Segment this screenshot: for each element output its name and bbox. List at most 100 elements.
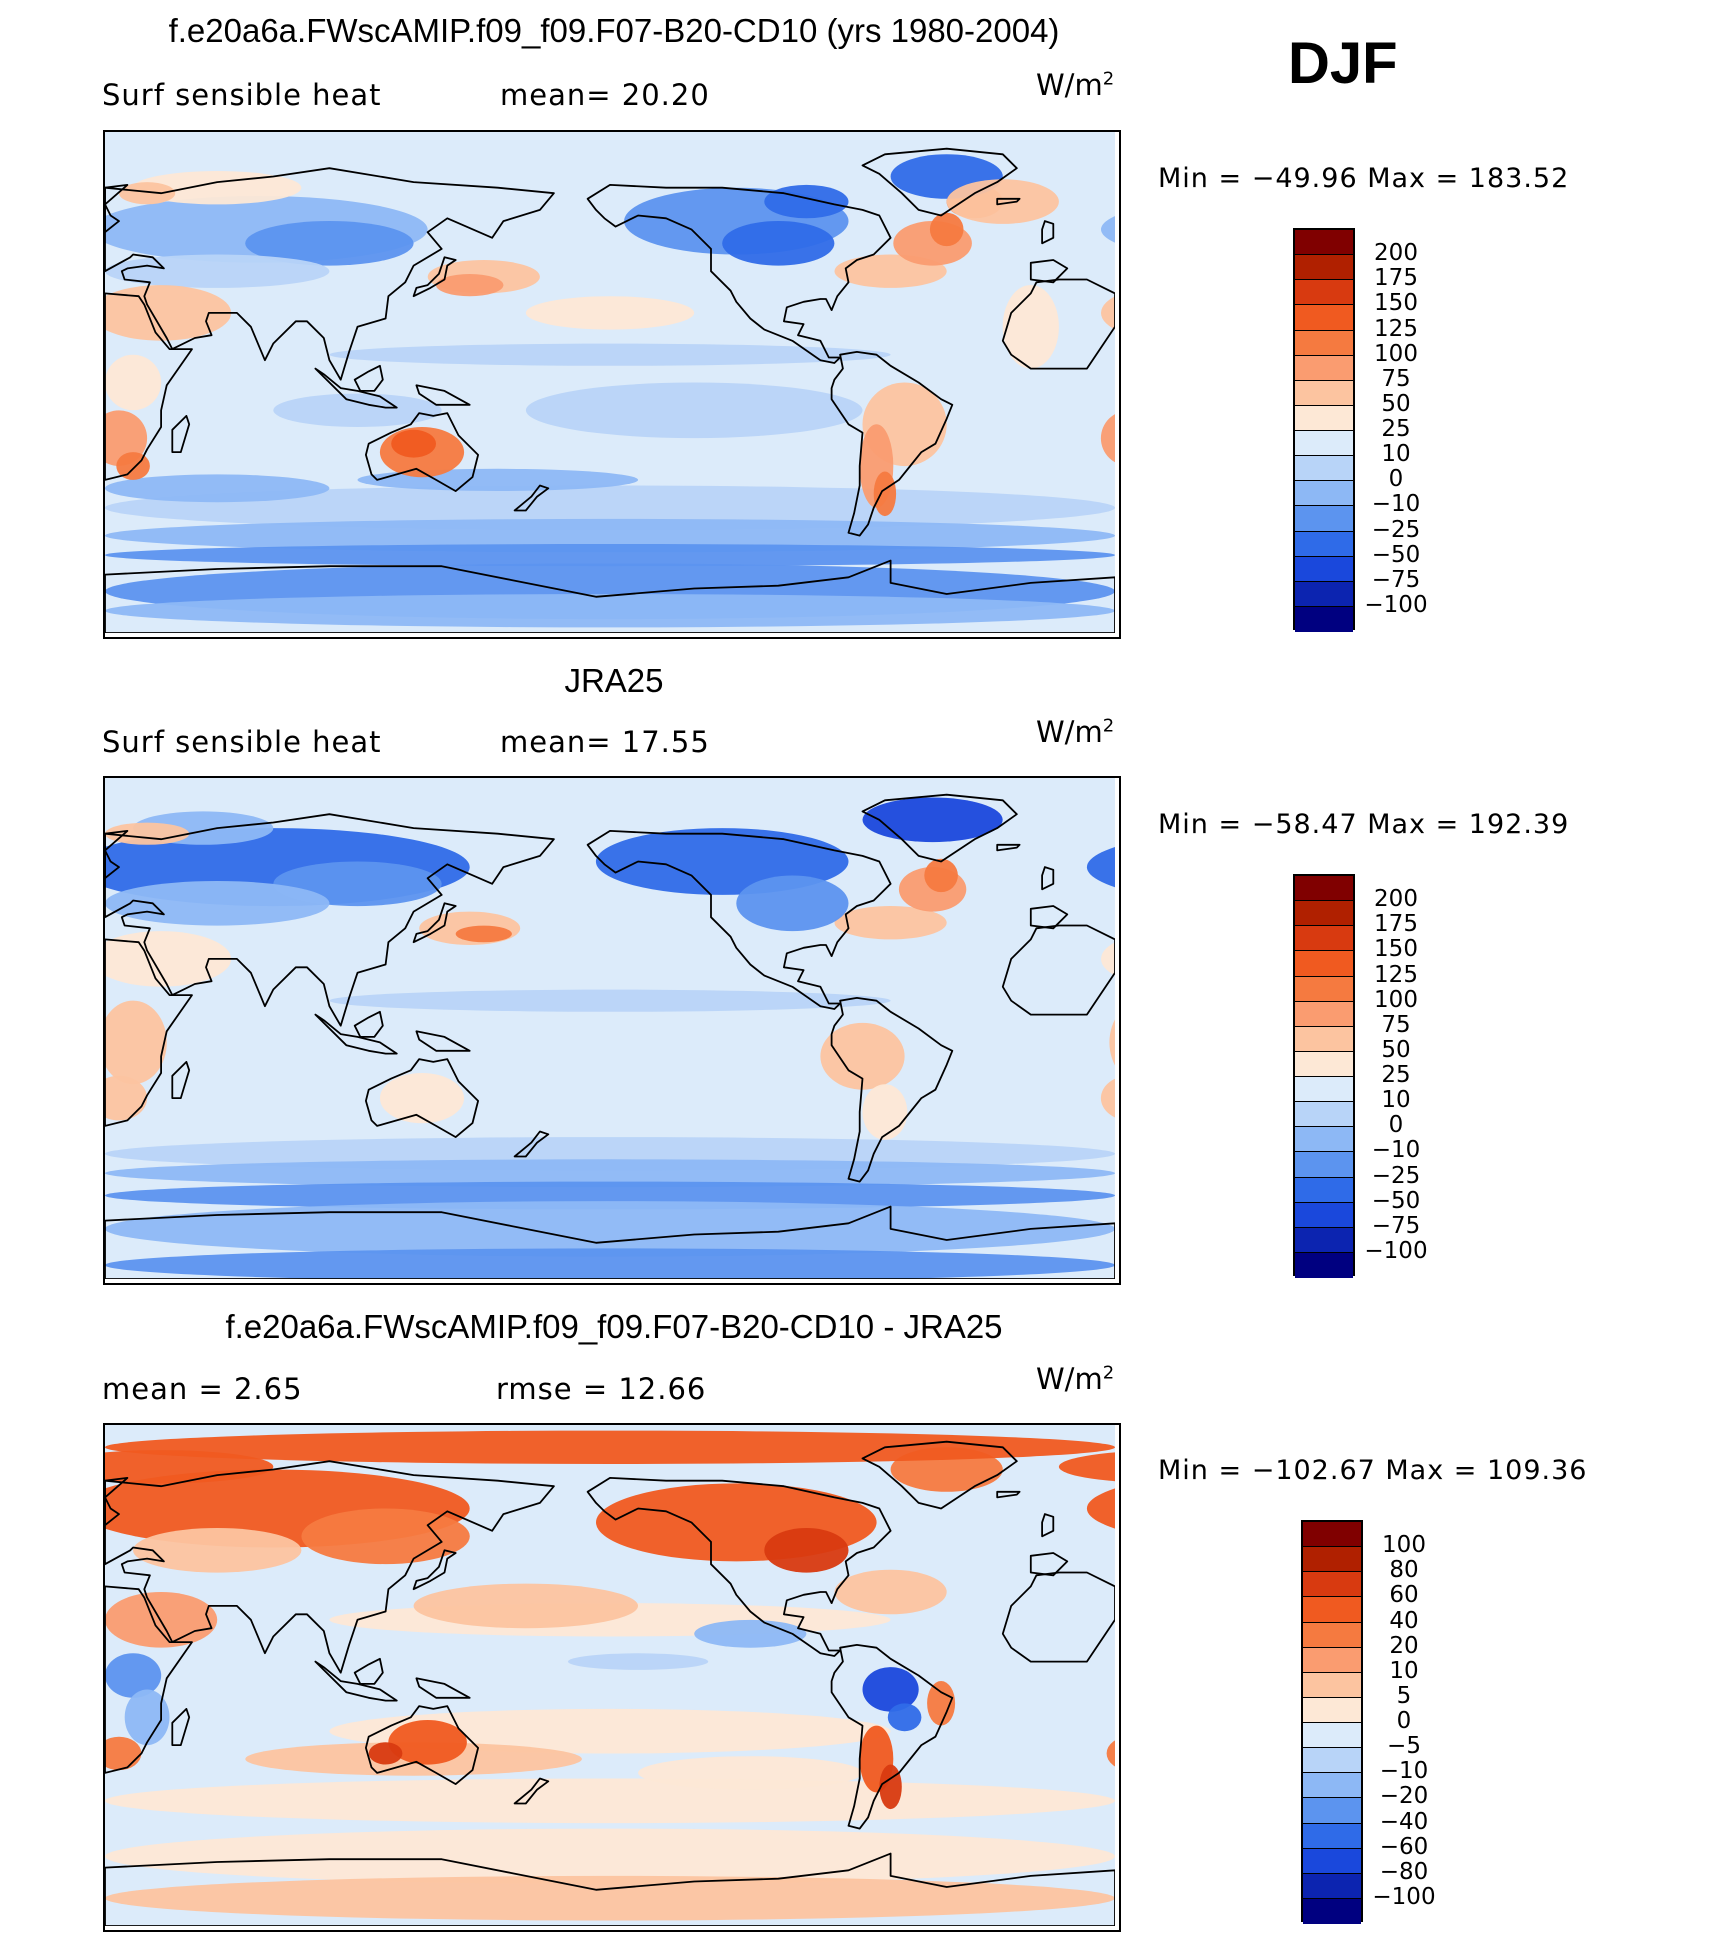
colorbar-segment (1295, 581, 1353, 607)
contour-region (105, 1075, 148, 1121)
contour-region (1101, 296, 1115, 330)
contour-region (105, 1000, 167, 1085)
panel-mean-label: mean= 17.55 (500, 725, 710, 759)
contour-region (1086, 1488, 1115, 1529)
map-difference (103, 1423, 1121, 1932)
contour-region (638, 1756, 863, 1790)
colorbar-segment (1295, 456, 1353, 482)
contour-region (927, 1681, 956, 1726)
contour-region (133, 171, 302, 205)
colorbar-tick-label: −60 (1379, 1833, 1429, 1860)
panel-mean-label: mean = 2.65 (102, 1372, 303, 1406)
colorbar-segment (1295, 431, 1353, 457)
coastline-japan (412, 256, 457, 298)
contour-region (105, 931, 232, 987)
colorbar-segment (1295, 355, 1353, 381)
colorbar-segment (1295, 531, 1353, 557)
coastline-japan (412, 902, 457, 944)
coastline-iberia (1029, 259, 1069, 284)
contour-region (105, 410, 148, 466)
contour-region (455, 925, 512, 943)
colorbar-tick-label: 125 (1374, 961, 1418, 988)
contour-region (133, 1528, 302, 1573)
colorbar-segment (1295, 1202, 1353, 1228)
contour-region (329, 343, 891, 366)
contour-region (694, 1619, 807, 1648)
contour-region (834, 906, 947, 940)
season-label: DJF (1288, 31, 1398, 96)
contour-region (368, 1742, 403, 1765)
contour-region (105, 285, 232, 341)
panel-title: f.e20a6a.FWscAMIP.f09_f09.F07-B20-CD10 -… (225, 1308, 1003, 1345)
contour-region (1058, 1452, 1115, 1482)
colorbar-swatches (1301, 1520, 1363, 1924)
colorbar-tick-label: 50 (1381, 1036, 1411, 1063)
colorbar-segment (1295, 230, 1353, 256)
map-jra25 (103, 776, 1121, 1285)
colorbar-segment (1295, 280, 1353, 306)
contour-region (105, 1430, 1115, 1464)
contour-region (413, 1583, 638, 1629)
colorbar-tick-label: 100 (1374, 340, 1418, 367)
colorbar-tick-label: 125 (1374, 315, 1418, 342)
coastline-madagascar (171, 415, 191, 453)
coastline-nz (513, 1777, 550, 1805)
colorbar-tick-label: 20 (1389, 1632, 1419, 1659)
contour-region (1100, 1078, 1115, 1118)
contour-region (329, 989, 891, 1012)
colorbar-segment (1295, 556, 1353, 582)
colorbar-segment (1295, 606, 1353, 632)
coastline-antarctica (105, 1205, 1115, 1279)
colorbar-tick-label: −5 (1387, 1733, 1421, 1760)
colorbar-tick-label: −100 (1364, 591, 1428, 618)
colorbar-tick-label: 10 (1381, 441, 1411, 468)
coastline-greenland (861, 147, 1018, 217)
map-svg (105, 778, 1115, 1279)
colorbar-segment (1295, 1077, 1353, 1103)
panel-unit: W/m2 (1036, 715, 1115, 749)
contour-region (105, 518, 1115, 553)
colorbar-tick-label: 0 (1388, 1112, 1404, 1139)
map-svg (105, 132, 1115, 633)
colorbar-segment (1295, 1152, 1353, 1178)
contour-region (105, 354, 162, 411)
coastline-indonesia (314, 1013, 398, 1055)
coastline-antarctica (105, 559, 1115, 633)
contour-region (862, 1667, 919, 1712)
coastline-japan (412, 1549, 457, 1591)
coastline-iberia (1029, 1552, 1069, 1577)
coastline-namerica (586, 830, 892, 1010)
coastline-antarctica (105, 1852, 1115, 1926)
colorbar-tick-label: 200 (1374, 240, 1418, 267)
colorbar-tick-label: −25 (1371, 516, 1421, 543)
colorbar-segment (1295, 951, 1353, 977)
panel-variable-label: Surf sensible heat (102, 78, 382, 112)
contour-region (105, 594, 1115, 628)
colorbar-segment (1295, 1252, 1353, 1278)
colorbar-tick-label: 75 (1381, 365, 1411, 392)
contour-region (525, 382, 863, 439)
colorbar-tick-label: 25 (1381, 416, 1411, 442)
colorbar-segment (1303, 1873, 1361, 1899)
colorbar-tick-label: 80 (1389, 1557, 1419, 1584)
coastline-namerica (586, 184, 892, 364)
colorbar-segment (1303, 1773, 1361, 1799)
colorbar-segment (1295, 1001, 1353, 1027)
panel-minmax: Min = −49.96 Max = 183.52 (1158, 163, 1570, 194)
contour-region (929, 212, 964, 247)
coastline-uk (1041, 1513, 1055, 1538)
colorbar-segment (1295, 901, 1353, 927)
contour-region (105, 1778, 1115, 1824)
contour-region (105, 881, 330, 926)
colorbar-tick-label: −50 (1371, 541, 1421, 568)
coastline-westafrica_tip (1001, 924, 1115, 1016)
contour-region (388, 1720, 467, 1765)
contour-region (105, 544, 1115, 567)
coastline-australia (365, 1058, 479, 1138)
contour-region (124, 1689, 170, 1746)
colorbar-tick-label: −100 (1364, 1237, 1428, 1264)
coastline-eurasia (105, 813, 555, 1027)
contour-region (105, 1875, 1115, 1921)
contour-region (105, 474, 330, 503)
colorbar-segment (1295, 481, 1353, 507)
